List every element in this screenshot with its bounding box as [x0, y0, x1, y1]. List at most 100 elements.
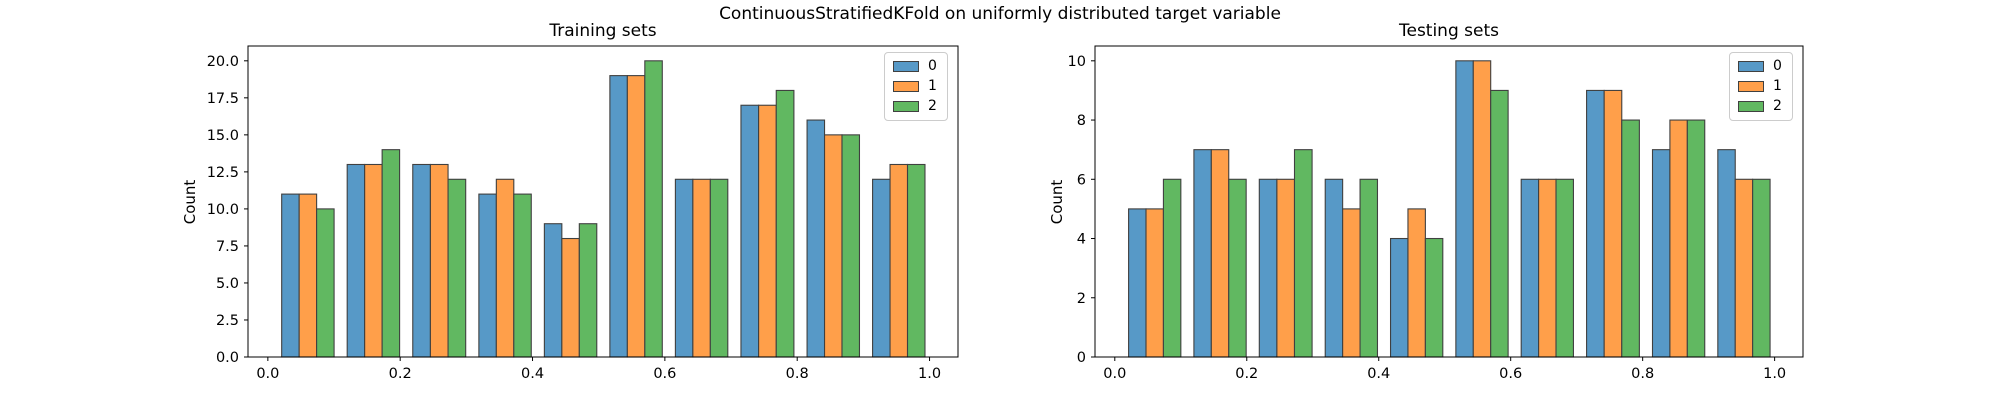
- y-tick-label: 5.0: [216, 276, 239, 292]
- bar-series0-bin5: [1455, 60, 1474, 358]
- bar-series1-bin0: [1145, 208, 1164, 358]
- bar-series2-bin2: [447, 178, 467, 358]
- y-tick-label: 7.5: [216, 239, 239, 255]
- bar-series0-bin3: [478, 193, 497, 358]
- bar-series1-bin1: [1210, 149, 1230, 358]
- legend-swatch-fold2: [1738, 101, 1764, 112]
- legend-label-fold0: 0: [928, 58, 937, 74]
- y-tick-label: 12.5: [207, 165, 239, 181]
- x-tick-label: 0.2: [1235, 366, 1258, 382]
- y-tick-label: 17.5: [207, 91, 239, 107]
- legend-swatch-fold0: [1738, 61, 1764, 72]
- bar-series2-bin2: [1293, 149, 1313, 358]
- legend-label-fold2: 2: [1773, 98, 1782, 114]
- bar-series2-bin4: [578, 223, 598, 358]
- y-axis-label-training: Count: [181, 179, 199, 225]
- bar-series0-bin0: [1128, 208, 1147, 358]
- legend-swatch-fold0: [893, 61, 919, 72]
- bar-series0-bin8: [806, 119, 826, 358]
- bar-series1-bin6: [1538, 178, 1557, 358]
- legend-label-fold0: 0: [1773, 58, 1782, 74]
- bar-series2-bin1: [1228, 178, 1247, 358]
- legend-label-fold1: 1: [928, 78, 937, 94]
- bar-series2-bin7: [775, 89, 795, 358]
- bar-series2-bin4: [1424, 237, 1444, 358]
- bar-series1-bin3: [495, 178, 515, 358]
- bar-series1-bin8: [823, 134, 843, 358]
- bar-series1-bin5: [626, 75, 646, 358]
- x-tick-label: 0.0: [256, 366, 279, 382]
- bar-series0-bin1: [1193, 149, 1212, 358]
- legend-label-fold1: 1: [1773, 78, 1782, 94]
- bar-series1-bin4: [1407, 208, 1426, 358]
- bar-series0-bin9: [872, 178, 891, 358]
- bar-series2-bin6: [1555, 178, 1574, 358]
- bar-series1-bin0: [298, 193, 318, 358]
- bar-series0-bin4: [543, 223, 563, 358]
- legend-training: 0 1 2: [884, 52, 948, 121]
- legend-swatch-fold1: [1738, 81, 1764, 92]
- chart-title-testing-sets: Testing sets: [1398, 21, 1499, 41]
- legend-item: 1: [893, 79, 937, 94]
- bar-series2-bin5: [644, 60, 663, 358]
- bar-series2-bin0: [1162, 178, 1182, 358]
- bar-series0-bin5: [609, 75, 628, 358]
- bar-series1-bin7: [1603, 89, 1623, 358]
- legend-testing: 0 1 2: [1729, 52, 1793, 121]
- bar-series1-bin7: [758, 104, 777, 358]
- figure-title: ContinuousStratifiedKFold on uniformly d…: [719, 4, 1281, 24]
- bar-series2-bin7: [1621, 119, 1640, 358]
- legend-item: 0: [1738, 59, 1782, 74]
- x-tick-label: 0.6: [653, 366, 676, 382]
- legend-item: 2: [1738, 99, 1782, 114]
- legend-swatch-fold1: [893, 81, 919, 92]
- bar-series0-bin6: [674, 178, 694, 358]
- bar-series1-bin3: [1342, 208, 1361, 358]
- bar-series0-bin1: [346, 163, 366, 358]
- bar-series2-bin5: [1490, 89, 1509, 358]
- x-tick-label: 0.8: [786, 366, 809, 382]
- bar-series2-bin1: [381, 149, 401, 358]
- bar-series2-bin9: [906, 163, 926, 358]
- bar-series1-bin1: [364, 163, 383, 358]
- bar-series0-bin8: [1651, 149, 1671, 358]
- x-tick-label: 0.4: [521, 366, 544, 382]
- x-tick-label: 0.0: [1103, 366, 1126, 382]
- bar-series2-bin8: [841, 134, 861, 358]
- axes-spines: [247, 45, 959, 358]
- bar-series2-bin9: [1752, 178, 1771, 358]
- bar-series1-bin5: [1472, 60, 1492, 358]
- bar-series0-bin6: [1520, 178, 1540, 358]
- bar-series2-bin3: [513, 193, 532, 358]
- x-tick-label: 0.6: [1499, 366, 1522, 382]
- y-tick-label: 2: [1077, 291, 1086, 307]
- bar-series0-bin7: [740, 104, 760, 358]
- y-tick-label: 15.0: [207, 128, 239, 144]
- bar-series1-bin4: [561, 237, 580, 358]
- chart-title-training-sets: Training sets: [549, 21, 657, 41]
- y-tick-label: 0: [1077, 350, 1086, 366]
- y-tick-label: 2.5: [216, 313, 239, 329]
- bar-series1-bin2: [1276, 178, 1296, 358]
- legend-item: 2: [893, 99, 937, 114]
- bar-series1-bin8: [1669, 119, 1688, 358]
- bar-series1-bin9: [889, 163, 909, 358]
- bar-series1-bin6: [692, 178, 711, 358]
- bar-series1-bin9: [1734, 178, 1754, 358]
- axes-spines: [1094, 45, 1804, 358]
- y-tick-label: 10: [1068, 54, 1086, 70]
- y-tick-label: 20.0: [207, 54, 239, 70]
- x-tick-label: 0.4: [1367, 366, 1390, 382]
- legend-label-fold2: 2: [928, 98, 937, 114]
- bar-series0-bin9: [1717, 149, 1736, 358]
- bar-series0-bin4: [1389, 237, 1409, 358]
- bar-series1-bin2: [429, 163, 449, 358]
- y-tick-label: 8: [1077, 113, 1086, 129]
- y-tick-label: 0.0: [216, 350, 239, 366]
- x-tick-label: 0.8: [1631, 366, 1654, 382]
- y-axis-label-testing: Count: [1048, 179, 1066, 225]
- y-tick-label: 10.0: [207, 202, 239, 218]
- bar-series2-bin6: [709, 178, 729, 358]
- bar-series2-bin8: [1686, 119, 1706, 358]
